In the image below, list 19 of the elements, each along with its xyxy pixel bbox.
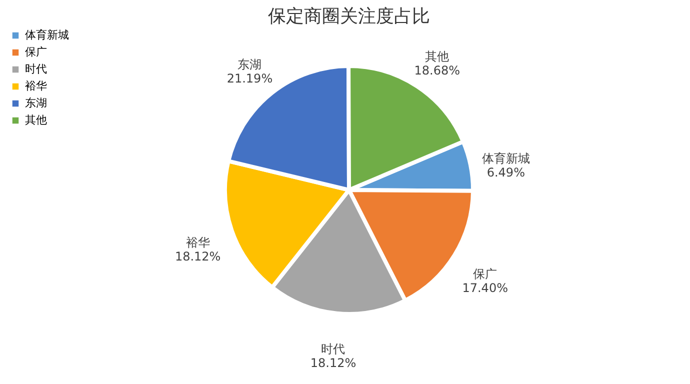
slice-label: 时代 [321,342,346,356]
data-label: 21.19% [226,72,273,86]
data-label: 18.12% [310,356,356,370]
slice-label: 体育新城 [482,152,530,166]
legend-label: 时代 [25,62,47,76]
data-label: 18.68% [414,63,460,78]
legend-label: 东湖 [25,96,47,110]
legend-label: 其他 [25,114,47,126]
slice-label: 东湖 [238,58,262,72]
chart-title: 保定商圈关注度占比 [268,6,430,27]
data-label: 6.49% [486,166,525,180]
data-label: 18.12% [174,249,221,264]
slice-label: 其他 [425,49,450,64]
legend-label: 保广 [25,46,47,58]
legend-label: 裕华 [25,80,47,92]
slice-label: 裕华 [186,235,210,250]
legend-label: 体育新城 [25,28,69,42]
slice-label: 保广 [473,267,498,282]
data-label: 17.40% [462,281,508,296]
